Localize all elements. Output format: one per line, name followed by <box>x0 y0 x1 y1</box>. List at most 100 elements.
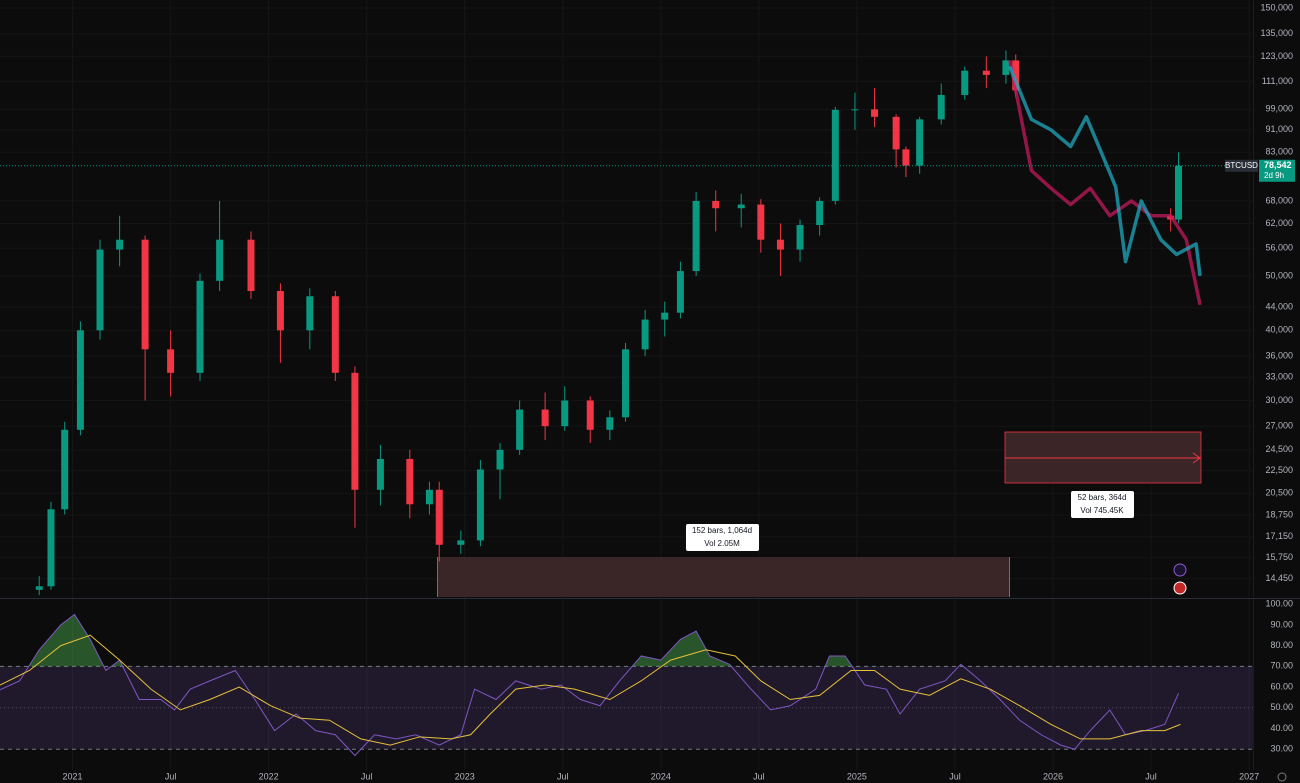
candle-body <box>47 509 55 587</box>
candle-body <box>1002 60 1010 75</box>
y-tick-label: 36,000 <box>1265 350 1293 360</box>
measure-arrowhead <box>1192 452 1201 464</box>
x-tick-label: 2022 <box>259 771 279 781</box>
y-tick-label: 80.00 <box>1270 640 1293 650</box>
x-tick-label: 2027 <box>1239 771 1259 781</box>
y-tick-label: 40.00 <box>1270 723 1293 733</box>
rsi-line <box>0 613 1179 757</box>
y-tick-label: 135,000 <box>1260 28 1293 38</box>
candle-body <box>606 417 614 430</box>
candle-body <box>916 119 924 166</box>
candle-body <box>96 249 104 331</box>
y-tick-label: 68,000 <box>1265 195 1293 205</box>
measure-label-box <box>1071 491 1134 518</box>
candle-body <box>622 349 630 418</box>
candle-body <box>1174 165 1182 220</box>
y-tick-label: 24,500 <box>1265 444 1293 454</box>
y-tick-label: 123,000 <box>1260 51 1293 61</box>
candle-body <box>61 429 69 510</box>
x-tick-label: 2023 <box>455 771 475 781</box>
candle-body <box>35 586 43 590</box>
y-tick-label: 83,000 <box>1265 147 1293 157</box>
y-tick-label: 22,500 <box>1265 465 1293 475</box>
x-tick-label: 2026 <box>1043 771 1063 781</box>
y-tick-label: 91,000 <box>1265 124 1293 134</box>
symbol-label: BTCUSD <box>1225 161 1258 170</box>
candle-body <box>276 290 284 331</box>
candle-body <box>851 109 859 111</box>
candle-body <box>692 200 700 272</box>
candle-body <box>541 409 549 427</box>
measure-label-box <box>686 524 759 551</box>
candle-body <box>712 200 720 209</box>
countdown-label: 2d 9h <box>1264 171 1284 180</box>
projection-line <box>1008 65 1202 277</box>
y-tick-label: 62,000 <box>1265 218 1293 228</box>
y-tick-label: 50,000 <box>1265 270 1293 280</box>
y-tick-label: 20,500 <box>1265 488 1293 498</box>
candle-body <box>306 296 314 331</box>
y-tick-label: 40,000 <box>1265 325 1293 335</box>
candle-body <box>376 458 384 490</box>
projection-line <box>1008 60 1202 306</box>
y-tick-label: 70.00 <box>1270 661 1293 671</box>
measure-text: 152 bars, 1,064d <box>692 526 752 535</box>
y-tick-label: 44,000 <box>1265 301 1293 311</box>
candle-body <box>116 239 124 250</box>
candle-body <box>476 469 484 541</box>
candle-body <box>141 239 149 350</box>
measure-label: 152 bars, 1,064d Vol 2.05M <box>686 524 759 551</box>
plot <box>0 50 1253 757</box>
candle-body <box>831 109 839 201</box>
rsi-band <box>0 666 1253 750</box>
y-tick-label: 111,000 <box>1262 76 1293 86</box>
candle-body <box>457 540 465 545</box>
candle-body <box>1012 60 1020 91</box>
candle-body <box>737 204 745 209</box>
settings-button[interactable] <box>1277 772 1287 782</box>
measure-label: 52 bars, 364d Vol 745.45K <box>1071 491 1134 518</box>
candle-body <box>331 296 339 373</box>
rsi-line <box>0 634 1181 746</box>
y-tick-label: 17,150 <box>1265 531 1293 541</box>
measure-volume: Vol 745.45K <box>1080 506 1124 515</box>
y-tick-label: 30.00 <box>1270 744 1293 754</box>
candle-body <box>641 319 649 350</box>
candle-body <box>902 149 910 166</box>
y-tick-label: 150,000 <box>1260 2 1293 12</box>
candle-body <box>661 312 669 320</box>
candle-body <box>76 330 84 430</box>
y-tick-label: 30,000 <box>1265 395 1293 405</box>
candle-body <box>496 449 504 470</box>
y-tick-label: 60.00 <box>1270 681 1293 691</box>
candle-body <box>406 458 414 505</box>
candle-body <box>961 70 969 95</box>
x-tick-label: Jul <box>557 771 569 781</box>
candle-body <box>757 204 765 240</box>
x-tick-label: 2021 <box>63 771 83 781</box>
y-tick-label: 50.00 <box>1270 702 1293 712</box>
candle-body <box>937 94 945 120</box>
candle-body <box>216 239 224 281</box>
measure-volume: Vol 2.05M <box>704 539 740 548</box>
y-tick-label: 56,000 <box>1265 243 1293 253</box>
event-icon[interactable] <box>1173 563 1187 577</box>
x-tick-label: Jul <box>949 771 961 781</box>
candle-body <box>796 225 804 250</box>
y-tick-label: 99,000 <box>1265 104 1293 114</box>
price-label: 78,542 <box>1264 160 1292 170</box>
flag-icon[interactable] <box>1173 581 1187 595</box>
x-tick-label: Jul <box>753 771 765 781</box>
candle-body <box>816 200 824 226</box>
measure-box <box>437 557 1010 597</box>
candle-body <box>516 409 524 450</box>
candle-body <box>871 109 879 117</box>
y-tick-label: 14,450 <box>1265 573 1293 583</box>
y-tick-label: 18,750 <box>1265 509 1293 519</box>
y-tick-label: 100.00 <box>1265 599 1293 609</box>
candle-body <box>425 489 433 505</box>
y-tick-label: 15,750 <box>1265 552 1293 562</box>
